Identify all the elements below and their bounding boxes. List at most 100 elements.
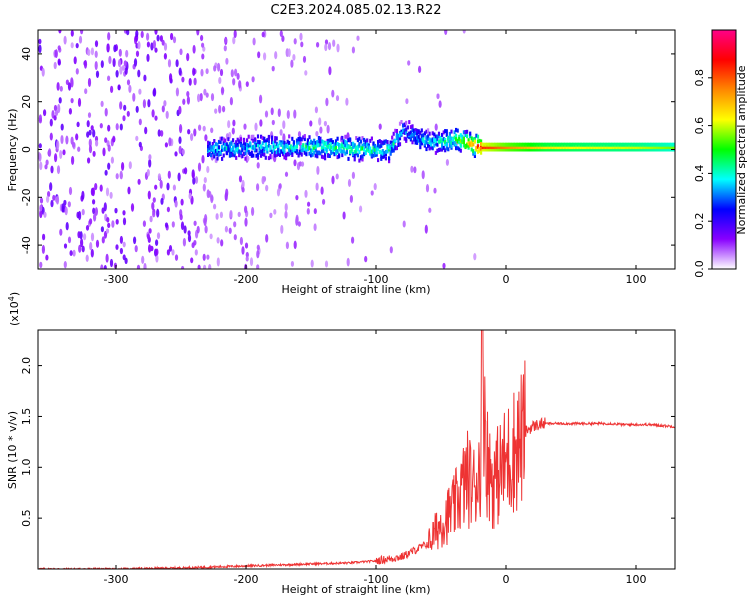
spectrogram-ridge-cell — [295, 149, 299, 154]
spectrogram-cell — [438, 100, 442, 108]
spectrogram-ridge-cell — [427, 128, 430, 133]
spectrogram-ridge-cell — [228, 142, 231, 147]
spectrogram-ridge-cell — [453, 141, 456, 146]
spectrogram-cell — [117, 59, 122, 68]
spectrogram-cell — [436, 93, 440, 100]
spectrogram-cell — [112, 136, 116, 143]
spectrogram-cell — [285, 241, 289, 250]
spectrogram-cell — [146, 32, 150, 41]
spectrogram-cell — [113, 44, 117, 53]
spectrogram-ridge-cell — [303, 150, 306, 155]
snr-y-multiplier-exp: 4 — [7, 296, 16, 301]
spectrogram-cell — [190, 257, 194, 264]
spectrogram-ridge-cell — [565, 145, 568, 150]
spectrogram-cell — [241, 246, 245, 255]
spectrogram-cell — [293, 38, 297, 45]
spectrogram-ridge-cell — [389, 147, 392, 152]
spectrogram-ridge-cell — [451, 141, 455, 145]
spectrogram-cell — [146, 169, 150, 177]
spectrogram-ridge-cell — [469, 142, 472, 147]
spectrogram-ridge-cell — [561, 142, 564, 147]
spectrogram-ridge-cell — [639, 142, 642, 147]
spectrogram-cell — [181, 265, 185, 269]
spectrogram-ridge-cell — [444, 148, 447, 153]
spectrogram-ridge-cell — [353, 153, 356, 158]
spectrogram-cell — [347, 179, 352, 187]
spectrogram-ridge-cell — [358, 150, 361, 155]
spectrogram-ridge-cell — [269, 153, 272, 158]
spectrogram-ridge-cell — [667, 145, 670, 150]
spectrogram-ridge-cell — [236, 142, 239, 147]
spectrogram-ridge-cell — [409, 133, 412, 138]
spectrogram-ridge-cell — [285, 152, 288, 157]
spectrogram-cell — [213, 203, 217, 210]
spectrogram-ridge-cell — [662, 142, 665, 147]
spectrogram-ridge-cell — [606, 142, 609, 147]
spectrogram-ridge-cell — [263, 149, 266, 154]
spectrogram-cell — [160, 197, 164, 205]
spectrogram-cell — [324, 43, 328, 52]
spectrogram-ridge-cell — [271, 149, 274, 154]
spectrogram-cell — [410, 165, 414, 173]
spectrogram-cell — [297, 131, 302, 138]
spectrogram-ridge-cell — [278, 153, 281, 157]
spectrogram-ridge-cell — [568, 147, 572, 152]
spectrogram-ridge-cell — [639, 145, 642, 150]
spectrogram-cell — [47, 190, 51, 198]
spectrogram-ridge-cell — [269, 145, 272, 149]
spectrogram-ridge-cell — [402, 123, 405, 128]
spectrogram-ridge-cell — [437, 131, 441, 136]
spectrogram-ridge-cell — [255, 153, 258, 158]
spectrogram-ridge-cell — [492, 142, 495, 147]
spectrogram-ridge-cell — [578, 142, 581, 147]
spectrogram-ridge-cell — [336, 142, 339, 146]
spectrogram-ridge-cell — [628, 145, 631, 150]
spectrogram-cell — [147, 99, 151, 108]
spectrogram-ridge-cell — [339, 143, 342, 148]
spectrogram-ridge-cell — [492, 145, 495, 150]
spectrogram-ridge-cell — [664, 142, 667, 147]
spectrogram-ridge-cell — [300, 145, 303, 149]
spectrogram-ridge-cell — [300, 137, 303, 142]
spectrogram-cell — [155, 254, 159, 263]
spectrogram-cell — [245, 256, 249, 262]
spectrogram-ridge-cell — [230, 140, 233, 145]
spectrogram-cell — [224, 225, 228, 233]
spectrogram-cell — [293, 240, 297, 250]
spectrogram-ridge-cell — [299, 150, 302, 155]
spectrogram-cell — [274, 51, 278, 60]
spectrogram-ridge-cell — [597, 142, 600, 147]
spectrogram-ridge-cell — [232, 138, 235, 143]
spectrogram-ridge-cell — [274, 136, 277, 141]
spectrogram-ridge-cell — [405, 130, 408, 135]
spectrogram-cell — [137, 178, 141, 185]
spectrogram-ridge-cell — [366, 138, 369, 143]
spectrogram-cell — [203, 217, 207, 227]
spectrogram-ridge-cell — [497, 145, 500, 150]
spectrogram-ridge-cell — [579, 145, 582, 150]
spectrogram-cell — [101, 207, 105, 214]
spectrogram-cell — [193, 77, 197, 86]
spectrogram-ridge-cell — [433, 132, 436, 137]
spectrogram-ridge-cell — [345, 144, 348, 149]
spectrogram-ridge-cell — [581, 145, 584, 150]
spectrogram-ridge-cell — [536, 147, 539, 152]
spectrogram-ridge-cell — [533, 147, 536, 152]
spectrogram-ridge-cell — [512, 147, 515, 152]
spectrogram-cell — [214, 108, 218, 114]
spectrogram-ridge-cell — [241, 144, 244, 149]
spectrogram-ridge-cell — [256, 134, 260, 139]
spectrogram-ridge-cell — [339, 148, 342, 153]
spectrogram-ridge-cell — [514, 147, 517, 152]
snr-panel: -300 -200 -100 0 100 0.51.01.52.0 Height of … — [6, 292, 676, 596]
spectrogram-ridge-cell — [540, 145, 543, 150]
spectrogram-ridge-cell — [448, 131, 451, 136]
spectrogram-cell — [114, 207, 118, 214]
spectrogram-cell — [224, 37, 228, 44]
spectrogram-ridge-cell — [386, 145, 389, 150]
spectrogram-ridge-cell — [437, 148, 441, 152]
spectrogram-ridge-cell — [370, 136, 373, 141]
spectrogram-ridge-cell — [614, 145, 617, 150]
spectrogram-ridge-cell — [551, 147, 554, 152]
spectrogram-ridge-cell — [386, 149, 389, 154]
